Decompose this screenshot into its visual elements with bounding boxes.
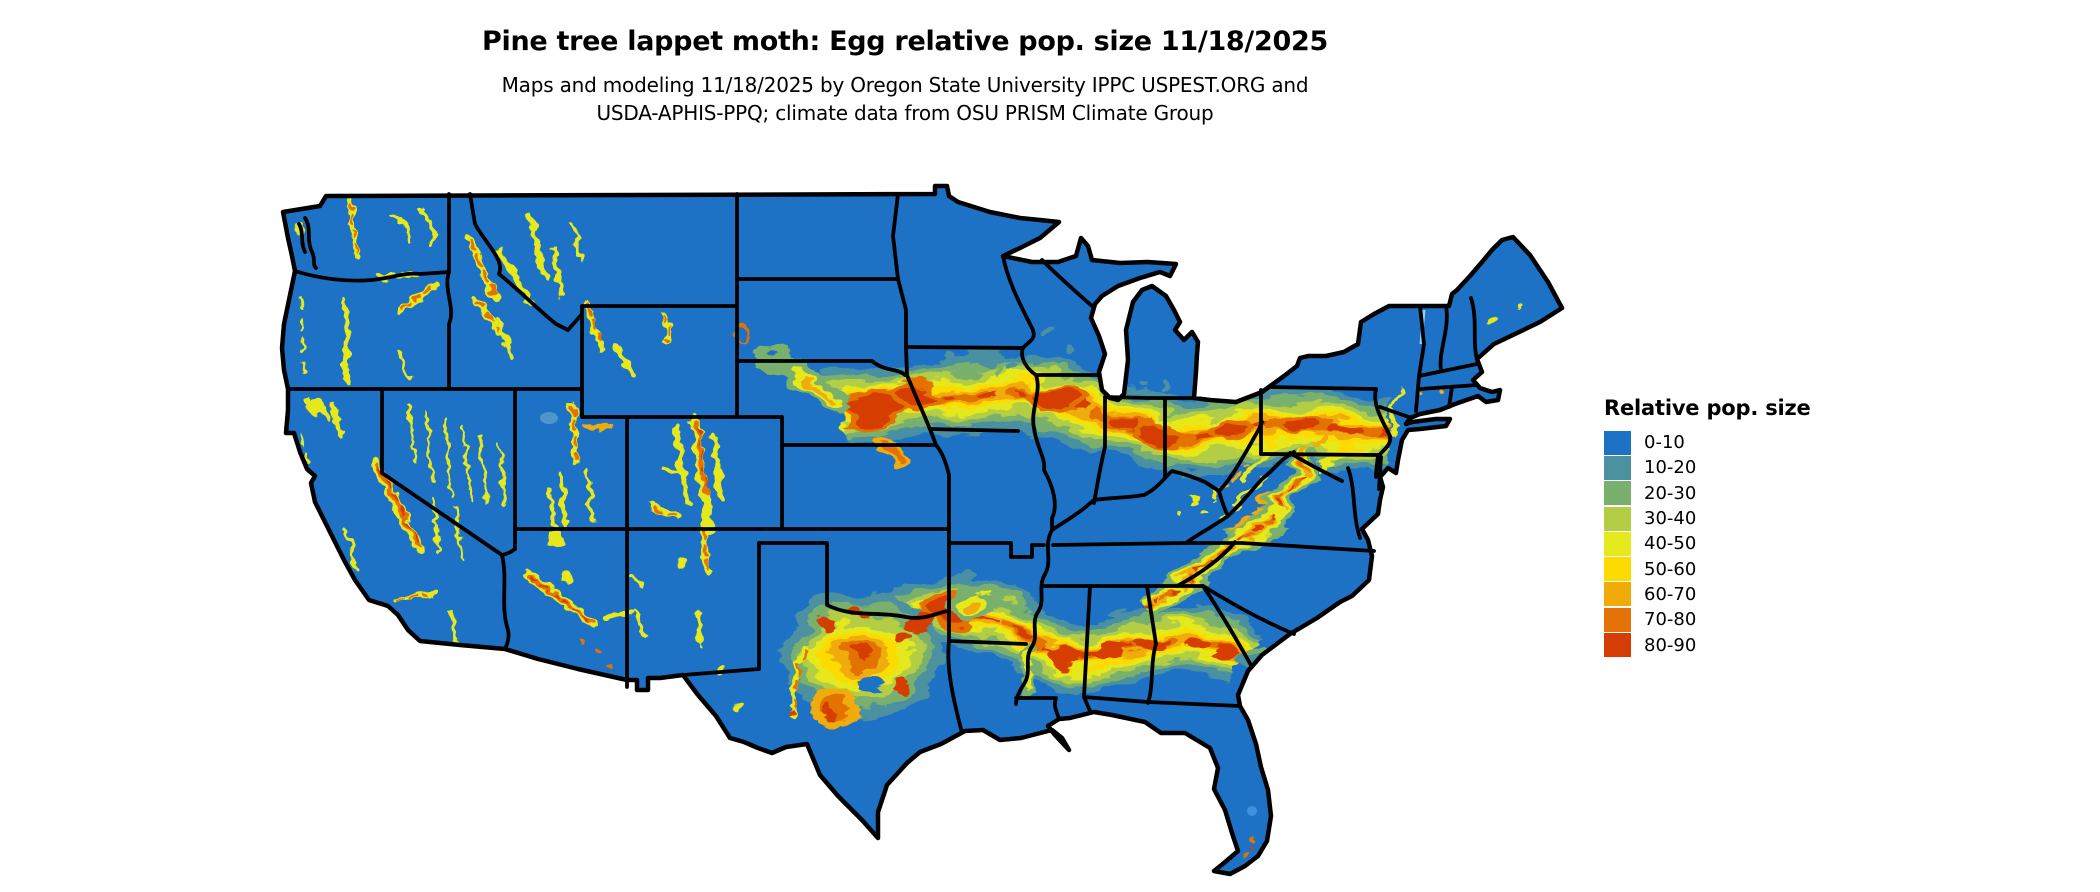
subtitle-line-1: Maps and modeling 11/18/2025 by Oregon S…: [501, 73, 1309, 97]
legend-swatch: [1604, 455, 1631, 480]
great-salt-lake: [540, 412, 558, 424]
legend-swatch: [1604, 481, 1631, 506]
legend-item: 60-70: [1604, 582, 1811, 607]
legend-item: 30-40: [1604, 506, 1811, 531]
legend-label: 30-40: [1644, 508, 1697, 530]
legend-swatch: [1604, 430, 1631, 455]
puget-sound: [303, 216, 318, 270]
map-subtitle: Maps and modeling 11/18/2025 by Oregon S…: [255, 71, 1555, 127]
legend-item: 0-10: [1604, 430, 1811, 455]
legend-label: 80-90: [1644, 634, 1697, 656]
legend-label: 0-10: [1644, 432, 1685, 454]
legend-label: 50-60: [1644, 558, 1697, 580]
subtitle-line-2: USDA-APHIS-PPQ; climate data from OSU PR…: [596, 101, 1214, 125]
header: Pine tree lappet moth: Egg relative pop.…: [255, 0, 1555, 127]
legend-label: 20-30: [1644, 482, 1697, 504]
legend-label: 10-20: [1644, 457, 1697, 479]
legend-item: 50-60: [1604, 556, 1811, 582]
legend-swatch: [1604, 607, 1631, 632]
legend-item: 10-20: [1604, 455, 1811, 480]
lake-okeechobee: [1247, 806, 1257, 816]
state-borders: [286, 192, 1479, 735]
legend-swatch: [1604, 557, 1631, 582]
legend-item: 80-90: [1604, 632, 1811, 658]
legend-item: 70-80: [1604, 607, 1811, 632]
legend-label: 40-50: [1644, 533, 1697, 555]
legend-item: 40-50: [1604, 531, 1811, 556]
map-title: Pine tree lappet moth: Egg relative pop.…: [482, 26, 1328, 57]
legend-label: 70-80: [1644, 609, 1697, 631]
legend-swatch: [1604, 506, 1631, 531]
legend-swatch: [1604, 633, 1631, 658]
legend: Relative pop. size 0-10 10-20 20-30 30-4…: [1604, 396, 1811, 658]
legend-swatch: [1604, 531, 1631, 556]
legend-title: Relative pop. size: [1604, 396, 1811, 420]
heat-bands: [756, 305, 1519, 865]
legend-label: 60-70: [1644, 583, 1697, 605]
legend-item: 20-30: [1604, 481, 1811, 506]
legend-swatch: [1604, 582, 1631, 607]
